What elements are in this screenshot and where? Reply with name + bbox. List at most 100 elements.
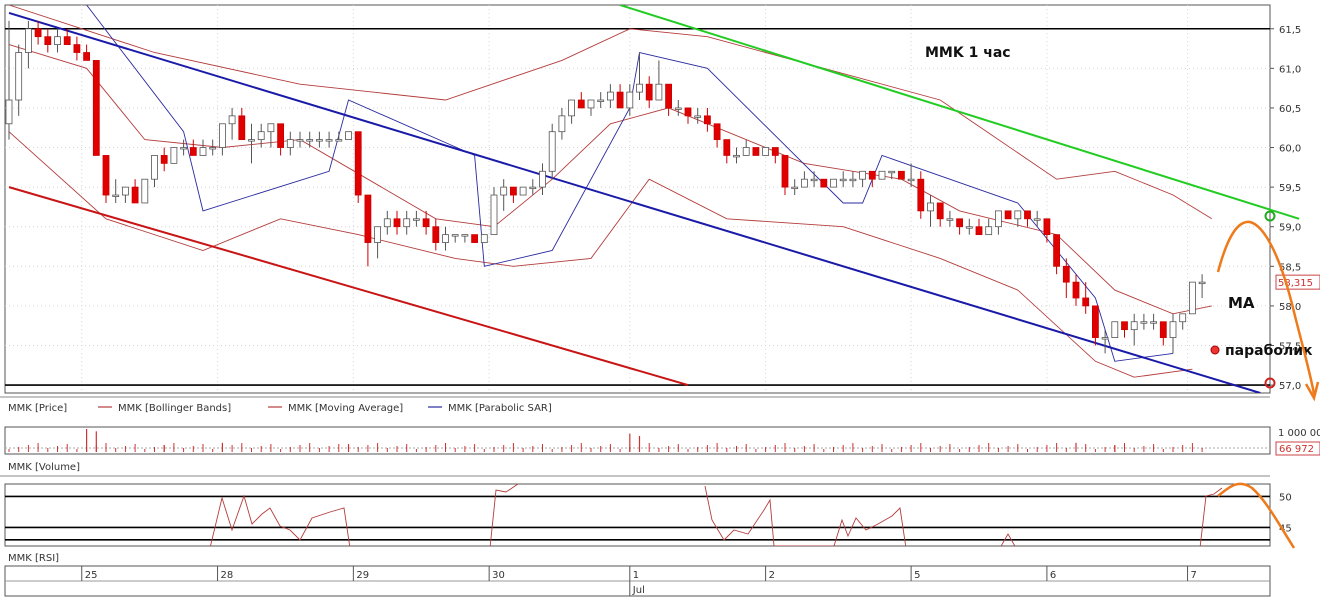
candle-body (335, 139, 343, 142)
candle-body (539, 170, 546, 188)
candle-body (684, 107, 692, 117)
candle-body (733, 155, 740, 158)
candle-body (771, 147, 779, 156)
y-tick-label: 61,5 (1279, 25, 1301, 36)
candle-body (568, 99, 575, 117)
candle-body (170, 147, 178, 164)
candle-body (92, 60, 100, 156)
candle-body (306, 139, 314, 142)
candle-body (1189, 281, 1196, 315)
candle-body (480, 234, 488, 243)
candle-body (412, 218, 420, 221)
parabolic-marker-icon (1210, 345, 1220, 355)
legend-label: MMK [Price] (8, 403, 67, 414)
candle-body (364, 194, 372, 243)
legend-label: MMK [Moving Average] (288, 403, 403, 414)
day-label: 2 (769, 570, 775, 581)
candle-body (238, 115, 246, 141)
candle-body (131, 186, 139, 204)
candle-body (471, 234, 479, 243)
candle-body (296, 139, 304, 142)
candle-body (34, 28, 42, 38)
day-label: 25 (85, 570, 98, 581)
y-tick-label: 61,0 (1279, 64, 1301, 75)
candle-body (451, 234, 459, 237)
candle-body (63, 36, 71, 45)
candle-body (1130, 321, 1138, 331)
forecast-arrow-line (1216, 220, 1316, 395)
candle-body (558, 115, 566, 133)
candle-body (1159, 321, 1167, 338)
ma-annotation: MA (1228, 294, 1255, 312)
candle-body (1150, 321, 1157, 324)
candle-body (73, 44, 81, 53)
candle-body (286, 139, 294, 148)
candle-body (607, 91, 614, 101)
candle-body (1179, 313, 1187, 323)
candle-body (5, 99, 13, 125)
candle-body (1111, 321, 1119, 338)
forecast-arrowhead-icon (1304, 381, 1320, 402)
y-tick-label: 57,5 (1279, 341, 1301, 352)
candle-body (801, 178, 808, 188)
rsi-line (489, 484, 519, 546)
candle-body (1092, 305, 1099, 338)
candle-body (810, 178, 818, 182)
volume-legend-label: MMK [Volume] (8, 462, 80, 473)
candle-body (752, 147, 760, 156)
candle-body (781, 155, 789, 188)
candle-body (1140, 321, 1148, 324)
rsi-line (210, 494, 351, 546)
day-label: 28 (221, 570, 234, 581)
volume-panel-frame (4, 426, 1271, 455)
y-tick-label: 58,0 (1279, 302, 1301, 313)
candle-body (616, 91, 624, 109)
candle-body (1101, 337, 1109, 340)
rsi-panel-frame (4, 483, 1271, 547)
resistance-touch-icon (1264, 210, 1276, 222)
candle-body (325, 139, 333, 142)
candle-body (160, 155, 168, 164)
candle-body (548, 131, 556, 172)
day-label: 30 (492, 570, 505, 581)
candle-body (1169, 321, 1177, 338)
candle-body (1121, 321, 1128, 331)
candle-body (141, 178, 149, 204)
rsi-line (704, 485, 907, 546)
candle-body (151, 155, 158, 180)
candle-body (403, 218, 411, 228)
legend-label: MMK [Bollinger Bands] (118, 403, 231, 414)
candle-body (267, 123, 275, 133)
candle-body (839, 178, 847, 182)
volume-tick-label: 1 000 00 (1278, 428, 1320, 439)
day-label: 7 (1191, 570, 1197, 581)
candle-body (122, 186, 129, 196)
y-tick-label: 60,5 (1279, 104, 1301, 115)
day-label: 5 (914, 570, 920, 581)
candle-body (762, 147, 769, 156)
rsi-tick-label: 50 (1279, 492, 1292, 503)
candle-body (878, 170, 886, 180)
candle-body (24, 28, 32, 53)
volume-last-box (1275, 441, 1320, 456)
candle-body (383, 218, 391, 228)
candle-body (180, 147, 188, 150)
candle-body (665, 83, 672, 109)
rsi-legend-label: MMK [RSI] (8, 553, 59, 564)
candle-body (975, 226, 983, 236)
rsi-line (1000, 533, 1016, 546)
candle-body (791, 186, 799, 190)
candle-body (529, 186, 537, 190)
candle-body (597, 99, 605, 102)
y-tick-label: 58,5 (1279, 262, 1301, 273)
candle-body (102, 155, 110, 196)
candle-body (112, 194, 120, 197)
candle-body (1062, 265, 1070, 283)
candle-body (44, 36, 52, 45)
candle-body (461, 234, 469, 237)
candle-body (1014, 210, 1022, 220)
rsi-tick-label: 45 (1279, 523, 1292, 534)
candle-body (946, 218, 954, 221)
candle-body (83, 52, 90, 61)
